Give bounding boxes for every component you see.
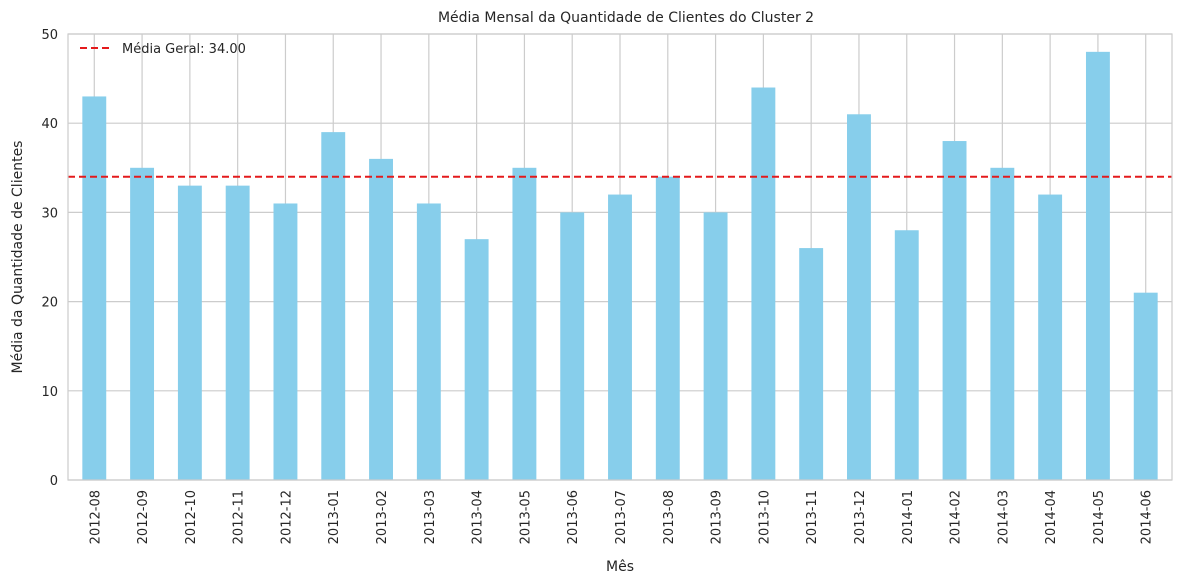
bar bbox=[1133, 292, 1158, 480]
bar bbox=[416, 203, 441, 481]
x-tick-label: 2014-03 bbox=[996, 490, 1011, 544]
bar bbox=[512, 167, 537, 481]
x-tick-label: 2014-01 bbox=[901, 490, 916, 544]
x-tick-label: 2014-02 bbox=[949, 490, 964, 544]
x-tick-label: 2014-04 bbox=[1044, 490, 1059, 544]
bar bbox=[751, 87, 776, 481]
bar bbox=[655, 176, 680, 480]
x-tick-label: 2013-05 bbox=[518, 490, 533, 544]
x-tick-label: 2013-06 bbox=[566, 490, 581, 544]
x-tick-label: 2014-06 bbox=[1140, 490, 1155, 544]
bars bbox=[82, 51, 1158, 481]
bar bbox=[1085, 51, 1110, 481]
bar bbox=[177, 185, 202, 480]
bar bbox=[990, 167, 1015, 481]
x-tick-label: 2013-11 bbox=[805, 490, 820, 544]
x-tick-label: 2012-12 bbox=[279, 490, 294, 544]
x-tick-label: 2012-10 bbox=[184, 490, 199, 544]
legend-label: Média Geral: 34.00 bbox=[122, 42, 246, 57]
bar bbox=[369, 158, 393, 480]
y-tick-label: 0 bbox=[50, 474, 58, 489]
bar bbox=[130, 167, 155, 481]
bar bbox=[608, 194, 632, 480]
y-tick-label: 20 bbox=[41, 296, 58, 311]
x-tick-label: 2013-08 bbox=[662, 490, 677, 544]
bar bbox=[1038, 194, 1063, 480]
x-tick-label: 2014-05 bbox=[1092, 490, 1107, 544]
x-tick-label: 2013-07 bbox=[614, 490, 629, 544]
x-tick-label: 2013-12 bbox=[853, 490, 868, 544]
x-tick-label: 2012-09 bbox=[136, 490, 151, 544]
bar bbox=[273, 203, 298, 481]
bar bbox=[894, 230, 919, 480]
x-tick-label: 2013-10 bbox=[757, 490, 772, 544]
bar bbox=[847, 114, 871, 480]
bar bbox=[799, 248, 824, 480]
legend: Média Geral: 34.00 bbox=[80, 42, 246, 57]
x-tick-labels: 2012-08 2012-09 2012-10 2012-11 2012-12 2013-… bbox=[88, 490, 1154, 544]
x-tick-label: 2013-01 bbox=[327, 490, 342, 544]
x-tick-label: 2012-11 bbox=[232, 490, 247, 544]
x-tick-label: 2012-08 bbox=[88, 490, 103, 544]
y-axis-label: Média da Quantidade de Clientes bbox=[10, 141, 26, 374]
x-tick-label: 2013-02 bbox=[375, 490, 390, 544]
plot-frame bbox=[67, 33, 1173, 481]
y-tick-labels: 0 10 20 30 40 50 bbox=[41, 28, 58, 489]
bar bbox=[464, 239, 489, 480]
bar bbox=[321, 132, 346, 480]
x-tick-label: 2013-09 bbox=[710, 490, 725, 544]
bar bbox=[225, 185, 250, 480]
bar bbox=[942, 141, 967, 481]
y-tick-label: 30 bbox=[41, 206, 58, 221]
bar bbox=[703, 212, 728, 480]
bar bbox=[82, 96, 107, 480]
chart-title: Média Mensal da Quantidade de Clientes d… bbox=[438, 10, 814, 26]
x-tick-label: 2013-03 bbox=[423, 490, 438, 544]
bar bbox=[560, 212, 585, 480]
y-tick-label: 50 bbox=[41, 28, 58, 43]
y-tick-label: 40 bbox=[41, 117, 58, 132]
y-tick-label: 10 bbox=[41, 385, 58, 400]
x-axis-label: Mês bbox=[606, 559, 634, 575]
x-tick-label: 2013-04 bbox=[471, 490, 486, 544]
